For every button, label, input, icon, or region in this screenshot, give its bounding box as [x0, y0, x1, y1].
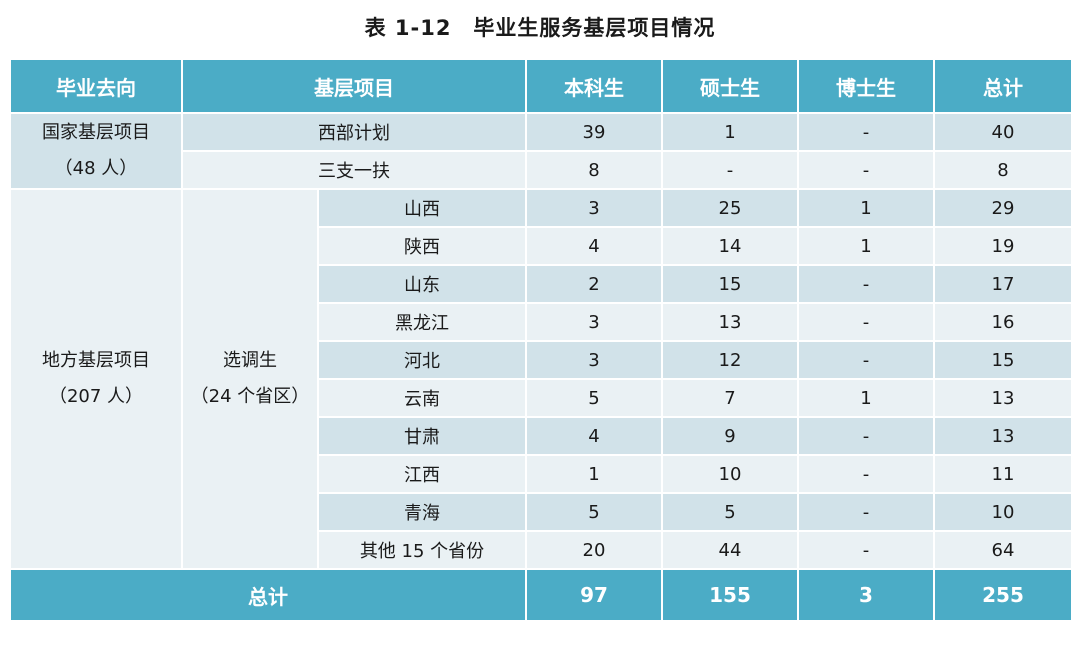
- bachelor-cell: 3: [525, 188, 663, 228]
- doctor-cell: -: [797, 454, 935, 494]
- bachelor-cell: 20: [525, 530, 663, 570]
- doctor-cell: -: [797, 340, 935, 380]
- master-cell: 14: [661, 226, 799, 266]
- footer-master: 155: [661, 568, 799, 622]
- doctor-cell: 1: [797, 226, 935, 266]
- master-cell: 12: [661, 340, 799, 380]
- graduate-grassroots-table: 毕业去向 基层项目 本科生 硕士生 博士生 总计 国家基层项目 （48 人） 西…: [9, 58, 1073, 622]
- doctor-cell: -: [797, 416, 935, 456]
- doctor-cell: 1: [797, 378, 935, 418]
- bachelor-cell: 3: [525, 302, 663, 342]
- doctor-cell: -: [797, 492, 935, 532]
- local-sub-count: （24 个省区）: [190, 386, 310, 407]
- header-doctor: 博士生: [797, 58, 935, 114]
- footer-label: 总计: [9, 568, 527, 622]
- total-cell: 11: [933, 454, 1073, 494]
- project-cell: 甘肃: [317, 416, 527, 456]
- footer-row: 总计 97 155 3 255: [9, 568, 1073, 622]
- bachelor-cell: 3: [525, 340, 663, 380]
- master-cell: 5: [661, 492, 799, 532]
- table-row: 青海 5 5 - 10: [10, 492, 1073, 532]
- table-row: 云南 5 7 1 13: [10, 378, 1073, 418]
- master-cell: 25: [661, 188, 799, 228]
- doctor-cell: -: [797, 150, 935, 190]
- project-cell: 其他 15 个省份: [317, 530, 527, 570]
- bachelor-cell: 39: [525, 112, 663, 152]
- table-row: 三支一扶 8 - - 8: [10, 150, 1073, 190]
- total-cell: 8: [933, 150, 1073, 190]
- doctor-cell: -: [797, 302, 935, 342]
- project-cell: 陕西: [317, 226, 527, 266]
- footer-bachelor: 97: [525, 568, 663, 622]
- bachelor-cell: 8: [525, 150, 663, 190]
- national-count: （48 人）: [54, 158, 138, 179]
- bachelor-cell: 4: [525, 226, 663, 266]
- project-cell: 山西: [317, 188, 527, 228]
- total-cell: 13: [933, 416, 1073, 456]
- total-cell: 64: [933, 530, 1073, 570]
- table-row: 山东 2 15 - 17: [10, 264, 1073, 304]
- national-category-cell: 国家基层项目 （48 人）: [9, 112, 183, 190]
- table-row: 甘肃 4 9 - 13: [10, 416, 1073, 456]
- project-cell: 云南: [317, 378, 527, 418]
- total-cell: 10: [933, 492, 1073, 532]
- national-label: 国家基层项目: [42, 122, 150, 143]
- total-cell: 40: [933, 112, 1073, 152]
- local-category-cell: 地方基层项目 （207 人）: [9, 188, 183, 570]
- local-count: （207 人）: [48, 386, 144, 407]
- doctor-cell: 1: [797, 188, 935, 228]
- header-total: 总计: [933, 58, 1073, 114]
- project-cell: 青海: [317, 492, 527, 532]
- local-subcategory-cell: 选调生 （24 个省区）: [181, 188, 319, 570]
- total-cell: 19: [933, 226, 1073, 266]
- bachelor-cell: 4: [525, 416, 663, 456]
- project-cell: 西部计划: [181, 112, 527, 152]
- bachelor-cell: 1: [525, 454, 663, 494]
- header-destination: 毕业去向: [9, 58, 183, 114]
- master-cell: 9: [661, 416, 799, 456]
- project-cell: 山东: [317, 264, 527, 304]
- bachelor-cell: 2: [525, 264, 663, 304]
- doctor-cell: -: [797, 530, 935, 570]
- table-row: 地方基层项目 （207 人） 选调生 （24 个省区） 山西 3 25 1 29: [9, 188, 1073, 570]
- total-cell: 16: [933, 302, 1073, 342]
- project-cell: 河北: [317, 340, 527, 380]
- total-cell: 15: [933, 340, 1073, 380]
- total-cell: 13: [933, 378, 1073, 418]
- master-cell: 44: [661, 530, 799, 570]
- table-row: 其他 15 个省份 20 44 - 64: [10, 530, 1073, 570]
- header-master: 硕士生: [661, 58, 799, 114]
- local-label: 地方基层项目: [42, 350, 150, 371]
- header-row: 毕业去向 基层项目 本科生 硕士生 博士生 总计: [9, 58, 1073, 114]
- project-cell: 江西: [317, 454, 527, 494]
- bachelor-cell: 5: [525, 492, 663, 532]
- total-cell: 17: [933, 264, 1073, 304]
- table-row: 江西 1 10 - 11: [10, 454, 1073, 494]
- footer-doctor: 3: [797, 568, 935, 622]
- footer-total: 255: [933, 568, 1073, 622]
- header-project: 基层项目: [181, 58, 527, 114]
- project-cell: 黑龙江: [317, 302, 527, 342]
- local-sub-label: 选调生: [223, 350, 277, 371]
- table-row: 黑龙江 3 13 - 16: [10, 302, 1073, 342]
- table-row: 河北 3 12 - 15: [10, 340, 1073, 380]
- doctor-cell: -: [797, 264, 935, 304]
- master-cell: 1: [661, 112, 799, 152]
- master-cell: -: [661, 150, 799, 190]
- project-cell: 三支一扶: [181, 150, 527, 190]
- master-cell: 13: [661, 302, 799, 342]
- master-cell: 15: [661, 264, 799, 304]
- master-cell: 7: [661, 378, 799, 418]
- bachelor-cell: 5: [525, 378, 663, 418]
- header-bachelor: 本科生: [525, 58, 663, 114]
- doctor-cell: -: [797, 112, 935, 152]
- table-title: 表 1-12 毕业生服务基层项目情况: [364, 16, 716, 40]
- master-cell: 10: [661, 454, 799, 494]
- total-cell: 29: [933, 188, 1073, 228]
- table-row: 国家基层项目 （48 人） 西部计划 39 1 - 40: [9, 112, 1073, 190]
- table-row: 陕西 4 14 1 19: [10, 226, 1073, 266]
